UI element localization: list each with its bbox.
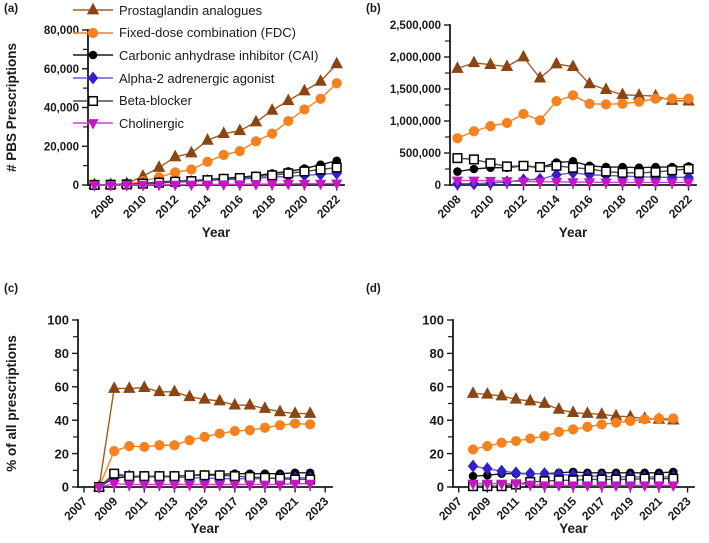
svg-text:2011: 2011 [494,494,523,523]
svg-text:2009: 2009 [465,494,494,523]
svg-text:1,000,000: 1,000,000 [390,116,441,128]
square-legend-icon [73,95,113,106]
svg-text:40,000: 40,000 [44,103,79,115]
svg-text:0: 0 [73,180,79,192]
legend-label: Fixed-dose combination (FDC) [119,25,297,41]
panel-b-chart: 0 500,000 1,000,000 1,500,000 2,000,000 2,500… [390,20,697,240]
legend-label: Beta-blocker [119,93,192,109]
svg-text:2012: 2012 [153,192,182,221]
legend-item: Prostaglandin analogues [71,0,318,22]
legend-label: Carbonic anhydrase inhibitor (CAI) [119,47,319,63]
legend-label: Cholinergic [119,115,185,131]
legend-label: Alpha-2 adrenergic agonist [119,70,275,86]
svg-text:2022: 2022 [314,192,343,221]
svg-text:2008: 2008 [88,192,117,221]
svg-text:2015: 2015 [550,494,579,523]
svg-text:Year: Year [559,521,588,536]
svg-text:2023: 2023 [665,494,694,523]
svg-text:0: 0 [437,480,444,495]
circle-legend-icon [73,51,113,60]
panel-d-label: (d) [366,283,381,295]
svg-text:Year: Year [202,225,231,240]
svg-text:60: 60 [55,379,69,394]
svg-text:2007: 2007 [436,494,465,523]
panel-a-label: (a) [4,3,19,15]
svg-text:2013: 2013 [522,494,551,523]
triangle-up-legend-icon [73,3,113,15]
svg-text:2021: 2021 [272,494,301,523]
legend-item: Cholinergic [71,112,318,135]
svg-text:2022: 2022 [666,192,695,221]
svg-text:2023: 2023 [303,494,332,523]
svg-text:80: 80 [55,346,69,361]
figure-legend: Prostaglandin analogues Fixed-dose combin… [71,0,318,135]
svg-text:2012: 2012 [501,192,530,221]
svg-text:2017: 2017 [212,494,241,523]
svg-text:20,000: 20,000 [44,141,79,153]
svg-text:2020: 2020 [282,192,311,221]
svg-text:2011: 2011 [122,494,151,523]
legend-item: Alpha-2 adrenergic agonist [71,67,318,90]
svg-text:# PBS Prescriptions: # PBS Prescriptions [4,43,19,172]
svg-text:2019: 2019 [608,494,637,523]
svg-text:2021: 2021 [636,494,665,523]
svg-text:80,000: 80,000 [44,25,79,37]
svg-text:2014: 2014 [534,192,563,221]
svg-text:2019: 2019 [242,494,271,523]
svg-text:2015: 2015 [182,494,211,523]
svg-text:20: 20 [55,446,69,461]
svg-text:2008: 2008 [435,192,464,221]
svg-text:2016: 2016 [567,192,596,221]
svg-text:2018: 2018 [600,192,629,221]
svg-text:40: 40 [55,413,69,428]
svg-text:80: 80 [430,346,444,361]
svg-text:2013: 2013 [152,494,181,523]
diamond-legend-icon [73,71,113,85]
svg-text:Year: Year [559,225,588,240]
legend-item: Carbonic anhydrase inhibitor (CAI) [71,44,318,67]
svg-text:2,000,000: 2,000,000 [390,52,441,64]
svg-text:500,000: 500,000 [399,148,441,160]
svg-text:2007: 2007 [61,494,90,523]
svg-text:100: 100 [47,313,69,328]
svg-text:2020: 2020 [633,192,662,221]
legend-item: Fixed-dose combination (FDC) [71,22,318,45]
svg-text:2009: 2009 [92,494,121,523]
svg-text:100: 100 [422,313,444,328]
svg-text:% of all prescriptions: % of all prescriptions [4,335,19,472]
svg-text:2016: 2016 [217,192,246,221]
legend-label: Prostaglandin analogues [119,2,263,18]
svg-text:40: 40 [430,413,444,428]
svg-text:1,500,000: 1,500,000 [390,84,441,96]
svg-text:2018: 2018 [249,192,278,221]
panel-c-chart: 0 20 40 60 80 100 2007 2009 2011 2013 2015 2017 2019… [4,313,333,536]
triangle-down-legend-icon [73,119,113,130]
svg-text:2010: 2010 [468,192,497,221]
svg-text:2017: 2017 [579,494,608,523]
svg-text:Year: Year [191,521,220,536]
svg-text:60,000: 60,000 [44,64,79,76]
svg-text:2014: 2014 [185,192,214,221]
svg-text:0: 0 [62,480,69,495]
panel-c-label: (c) [4,283,19,295]
svg-text:2010: 2010 [120,192,149,221]
circle-legend-icon [73,27,113,38]
svg-text:0: 0 [435,180,441,192]
svg-text:20: 20 [430,446,444,461]
panel-b-label: (b) [366,3,381,15]
legend-item: Beta-blocker [71,89,318,112]
panel-d-chart: 0 20 40 60 80 100 2007 2009 2011 2013 2015 2017 2019… [422,313,695,536]
svg-text:60: 60 [430,379,444,394]
svg-text:2,500,000: 2,500,000 [390,20,441,32]
